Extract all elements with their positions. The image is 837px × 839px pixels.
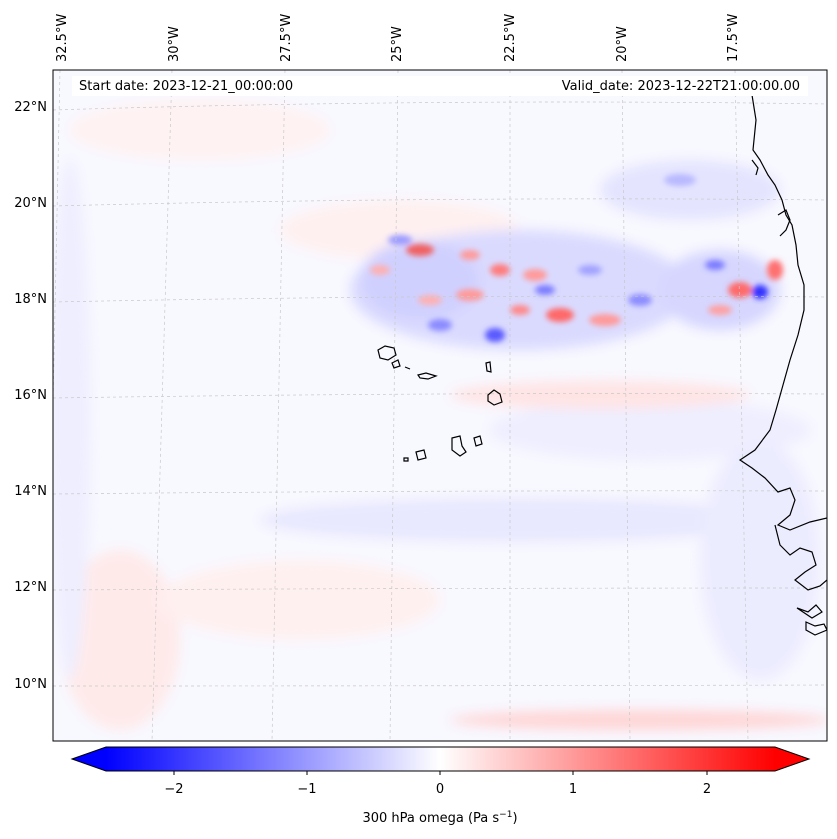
- lon-label: 25°W: [390, 26, 405, 62]
- colorbar-tick-label: 1: [569, 782, 577, 797]
- graticule: [53, 70, 827, 741]
- colorbar-body: [106, 747, 775, 771]
- colorbar-tick-label: −1: [297, 782, 316, 797]
- africa-coastline: [738, 94, 827, 531]
- colorbar-max-extend: [775, 747, 809, 771]
- lon-label: 32.5°W: [55, 14, 70, 62]
- lon-label: 27.5°W: [279, 14, 294, 62]
- colorbar-title-exponent: −1: [499, 810, 512, 820]
- colorbar-title: 300 hPa omega (Pa s−1): [362, 810, 517, 826]
- lon-label: 22.5°W: [503, 14, 518, 62]
- omega-field: [53, 70, 827, 741]
- lon-label: 20°W: [615, 26, 630, 62]
- longitude-labels: 32.5°W 30°W 27.5°W 25°W 22.5°W 20°W 17.5…: [55, 14, 741, 62]
- lon-label: 30°W: [167, 26, 182, 62]
- cape-verde-islands: [377, 345, 503, 462]
- colorbar: −2 −1 0 1 2 300 hPa omega (Pa s−1): [70, 746, 811, 826]
- colorbar-ticks: [173, 771, 708, 775]
- colorbar-tick-label: 0: [436, 782, 444, 797]
- omega-cells: [370, 174, 783, 342]
- colorbar-title-tail: ): [512, 811, 517, 826]
- lon-label: 17.5°W: [726, 14, 741, 62]
- header-band: [72, 76, 808, 96]
- colorbar-tick-label: −2: [164, 782, 183, 797]
- colorbar-title-main: 300 hPa omega (Pa s: [362, 811, 499, 826]
- lat-label: 20°N: [14, 196, 47, 211]
- colorbar-tick-label: 2: [703, 782, 711, 797]
- map-frame: [52, 69, 828, 742]
- coastlines: [738, 94, 827, 636]
- lat-label: 10°N: [14, 677, 47, 692]
- lat-label: 22°N: [14, 100, 47, 115]
- lat-label: 12°N: [14, 580, 47, 595]
- colorbar-min-extend: [72, 747, 106, 771]
- lat-label: 14°N: [14, 484, 47, 499]
- lat-label: 16°N: [14, 388, 47, 403]
- lat-label: 18°N: [14, 292, 47, 307]
- valid-date-label: Valid_date: 2023-12-22T21:00:00.00: [562, 79, 800, 94]
- colorbar-outline: [70, 746, 811, 772]
- latitude-labels: 22°N 20°N 18°N 16°N 14°N 12°N 10°N: [14, 100, 47, 692]
- start-date-label: Start date: 2023-12-21_00:00:00: [79, 79, 293, 94]
